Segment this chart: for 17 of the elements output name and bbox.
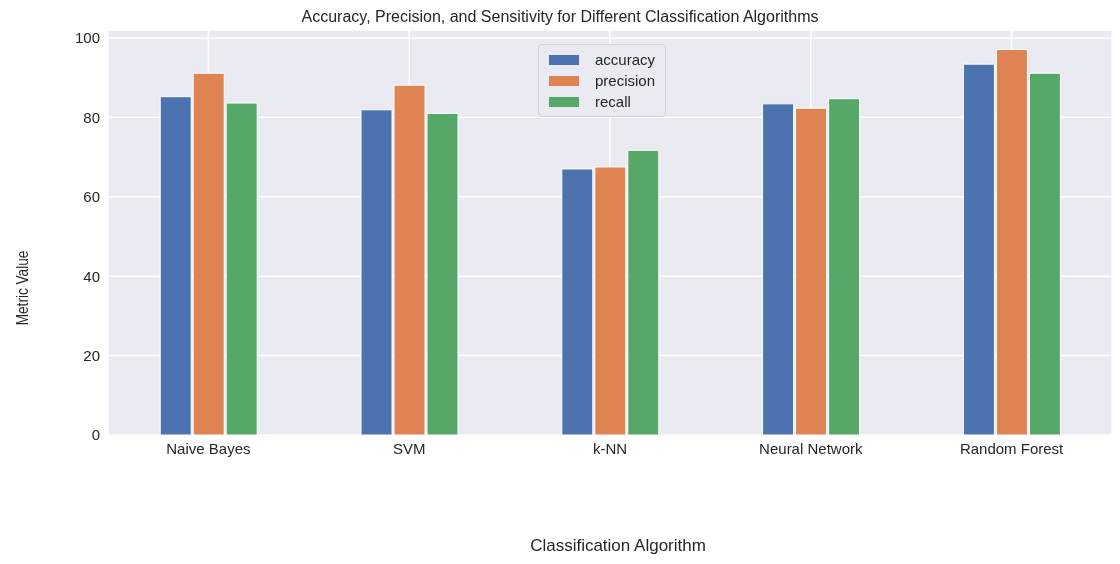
x-tick-label: Random Forest [959, 439, 1065, 457]
chart-title: Accuracy, Precision, and Sensitivity for Different Classification Algorithms [300, 8, 820, 26]
x-axis-title: Classification Algorithm [529, 536, 707, 556]
y-tick-label: 60 [83, 188, 100, 206]
x-tick-label: SVM [392, 439, 426, 457]
y-tick-label: 0 [91, 426, 100, 444]
legend-label: recall [595, 93, 631, 110]
y-tick-label: 80 [83, 108, 100, 126]
y-tick-label: 40 [83, 267, 100, 285]
x-tick-label: Naive Bayes [166, 439, 251, 457]
x-tick-label: k-NN [592, 439, 628, 457]
legend-label: precision [595, 72, 656, 89]
legend-label: accuracy [595, 51, 656, 68]
y-tick-label: 100 [74, 29, 100, 47]
x-tick-label: Neural Network [759, 439, 863, 457]
y-tick-label: 20 [83, 346, 100, 364]
y-axis-title: Metric Value [13, 249, 33, 328]
